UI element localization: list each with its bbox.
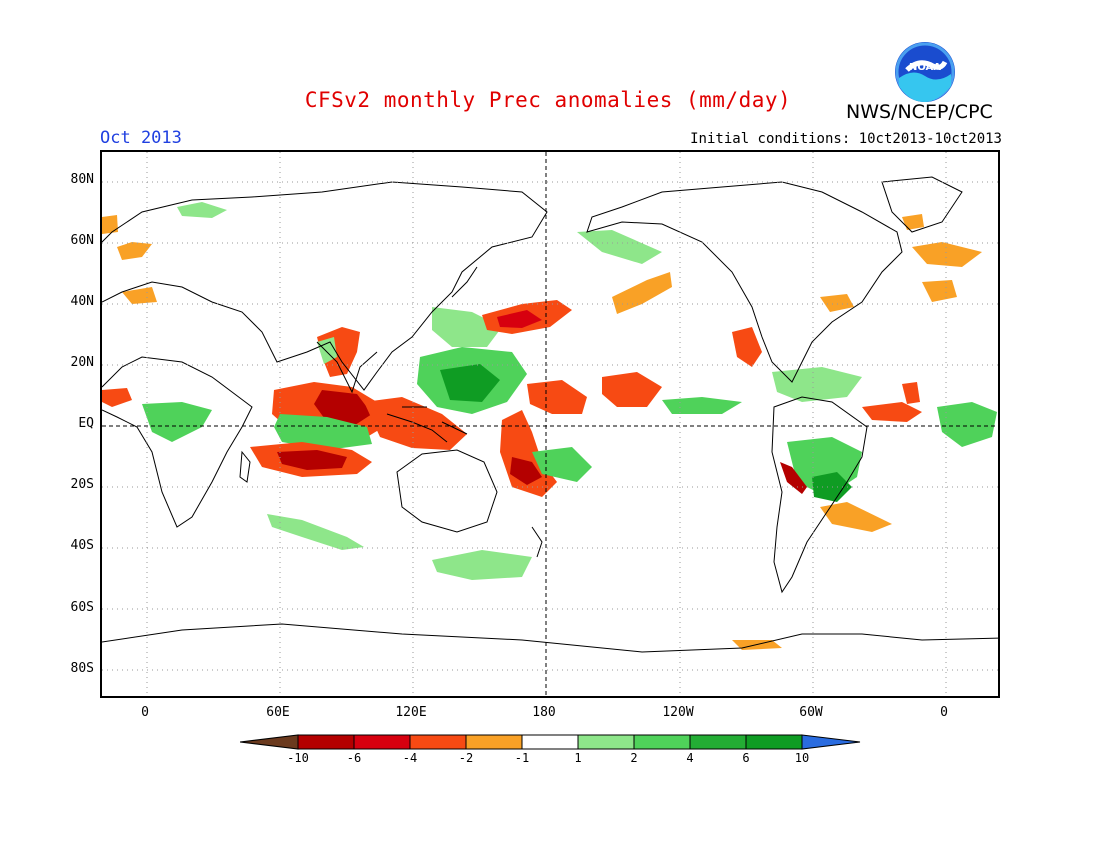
- logo-text: NOAA: [909, 62, 941, 73]
- colorbar-tick-label: 2: [630, 751, 638, 765]
- reference-line-layer: [102, 152, 998, 696]
- e-pacific-itcz-wet: [662, 397, 742, 414]
- lat-label-40n: 40N: [70, 294, 94, 309]
- atlantic-itcz-dry: [862, 402, 922, 422]
- lon-label-180: 180: [532, 705, 556, 720]
- lat-label-80s: 80S: [70, 661, 94, 676]
- lat-label-20n: 20N: [70, 355, 94, 370]
- colorbar: [240, 734, 861, 750]
- noaa-logo: NOAA: [895, 42, 955, 102]
- w-africa-dry: [102, 388, 132, 407]
- india-coast: [316, 341, 378, 394]
- madagascar-coast: [239, 450, 251, 483]
- w-europe-dry: [922, 280, 957, 302]
- lon-label-120e: 120E: [395, 705, 427, 720]
- antarctica-coast: [102, 623, 998, 653]
- greenland-dry: [902, 214, 924, 230]
- alaska-wet: [577, 230, 662, 264]
- colorbar-box: [297, 734, 355, 750]
- map-panel: [100, 150, 1000, 698]
- initial-conditions-label: Initial conditions: 10ct2013-10ct2013: [690, 131, 1002, 147]
- australia-coast: [396, 449, 498, 533]
- w-pacific-wet-core: [440, 364, 500, 402]
- w-africa-coast-dry: [102, 215, 118, 234]
- colorbar-tick-label: 10: [794, 751, 810, 765]
- n-eurasia-wet: [177, 202, 227, 218]
- c-pacific-dry: [527, 380, 587, 414]
- colorbar-tick-label: -4: [402, 751, 418, 765]
- colorbar-box: [745, 734, 803, 750]
- lat-label-80n: 80N: [70, 172, 94, 187]
- s-america-coast: [771, 396, 868, 594]
- indian-ocean-eq-wet: [274, 414, 372, 450]
- s-atlantic-dry: [820, 502, 892, 532]
- japan-coast: [451, 266, 478, 298]
- colorbar-tick-label: 6: [742, 751, 750, 765]
- new-zealand-coast: [531, 526, 543, 558]
- colorbar-tick-label: -10: [287, 751, 309, 765]
- lon-label-0: 0: [141, 705, 149, 720]
- africa-wet: [142, 402, 212, 442]
- s-indian-ocean-wet: [267, 514, 364, 550]
- s-pacific-wet: [532, 447, 592, 482]
- kuroshio-core-dry: [497, 310, 542, 328]
- gridline-layer: [102, 152, 998, 696]
- s-indian-ocean-core-dry: [277, 450, 347, 470]
- lat-label-60n: 60N: [70, 233, 94, 248]
- greenland-coast: [881, 176, 963, 233]
- andes-dry: [780, 462, 807, 494]
- lat-label-20s: 20S: [70, 477, 94, 492]
- lon-label-0-east: 0: [940, 705, 948, 720]
- eurasia-coast: [102, 181, 548, 391]
- colorbar-box: [521, 734, 579, 750]
- colorbar-box: [465, 734, 523, 750]
- lon-label-60w: 60W: [799, 705, 823, 720]
- c-africa-wet: [937, 402, 997, 447]
- spcz-core-dry: [510, 457, 542, 485]
- colorbar-tick-label: -6: [346, 751, 362, 765]
- coastline-layer: [102, 176, 998, 653]
- lat-label-40s: 40S: [70, 538, 94, 553]
- e-atlantic-dry: [902, 382, 920, 404]
- valid-month-label: Oct 2013: [100, 128, 182, 148]
- colorbar-box: [689, 734, 747, 750]
- scandinavia-dry: [912, 242, 982, 267]
- n-america-coast: [586, 181, 903, 383]
- n-atlantic-dry: [820, 294, 854, 312]
- agency-label: NWS/NCEP/CPC: [846, 101, 993, 123]
- colorbar-box: [353, 734, 411, 750]
- e-pacific-dry: [732, 327, 762, 367]
- nw-pacific-wet: [432, 307, 502, 347]
- colorbar-box: [577, 734, 635, 750]
- colorbar-tick-label: -1: [514, 751, 530, 765]
- colorbar-max-arrow: [801, 734, 861, 750]
- map-canvas: [102, 152, 998, 696]
- caribbean-wet: [772, 367, 862, 402]
- ne-pacific-dry: [612, 272, 672, 314]
- africa-coast: [102, 356, 253, 528]
- colorbar-tick-label: 4: [686, 751, 694, 765]
- n-eurasia-dry: [117, 242, 152, 260]
- colorbar-boxes: [240, 734, 861, 750]
- colorbar-min-arrow: [240, 734, 299, 750]
- colorbar-box: [633, 734, 691, 750]
- map-title: CFSv2 monthly Prec anomalies (mm/day): [304, 88, 792, 112]
- europe-dry: [122, 287, 157, 304]
- lon-label-60e: 60E: [266, 705, 290, 720]
- c-pacific-mid-dry: [602, 372, 662, 407]
- colorbar-tick-label: -2: [458, 751, 474, 765]
- lat-label-eq: EQ: [78, 416, 94, 431]
- maritime-continent-coast: [386, 406, 468, 443]
- lat-label-60s: 60S: [70, 600, 94, 615]
- s-pacific-mid-wet: [432, 550, 532, 580]
- colorbar-tick-label: 1: [574, 751, 582, 765]
- colorbar-box: [409, 734, 467, 750]
- lon-label-120w: 120W: [662, 705, 694, 720]
